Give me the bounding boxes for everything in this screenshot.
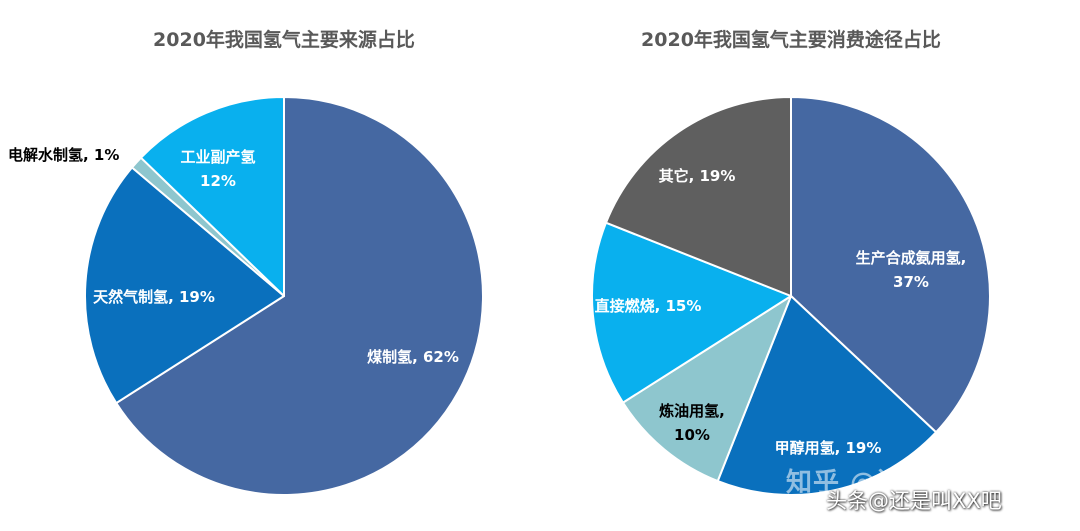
- watermark-toutiao: 头条@还是叫XX吧: [826, 489, 1002, 513]
- pie-slice: [84, 166, 285, 405]
- pie-consumption: 生产合成氨用氢, 37% 甲醇用氢, 19% 炼油用氢, 10% 直接燃烧, 15% 其它,…: [591, 96, 991, 496]
- pie-slice: [115, 96, 484, 496]
- pie-slice: [621, 295, 792, 483]
- slice-label: 天然气制氢, 19%: [93, 288, 215, 306]
- pie-slice: [591, 221, 792, 404]
- pie-slice: [139, 96, 285, 297]
- slice-label: 直接燃烧, 15%: [595, 297, 702, 315]
- slice-label: 煤制氢, 62%: [367, 348, 459, 366]
- slice-label: 工业副产氢 12%: [180, 148, 255, 190]
- pie-source: 煤制氢, 62% 天然气制氢, 19% 电解水制氢, 1% 工业副产氢 12%: [8, 96, 484, 496]
- chart-title-consumption: 2020年我国氢气主要消费途径占比: [641, 28, 941, 51]
- pie-slice: [790, 96, 991, 434]
- slice-label: 其它, 19%: [659, 167, 736, 185]
- watermark-zhihu: 知乎 @还是叫XX吧: [786, 468, 1028, 498]
- slice-label: 生产合成氨用氢, 37%: [856, 249, 967, 291]
- pie-slice: [604, 96, 792, 297]
- chart-title-source: 2020年我国氢气主要来源占比: [153, 28, 415, 51]
- slice-label: 炼油用氢, 10%: [659, 402, 725, 444]
- slice-label: 电解水制氢, 1%: [8, 146, 119, 164]
- slice-label: 甲醇用氢, 19%: [775, 439, 882, 457]
